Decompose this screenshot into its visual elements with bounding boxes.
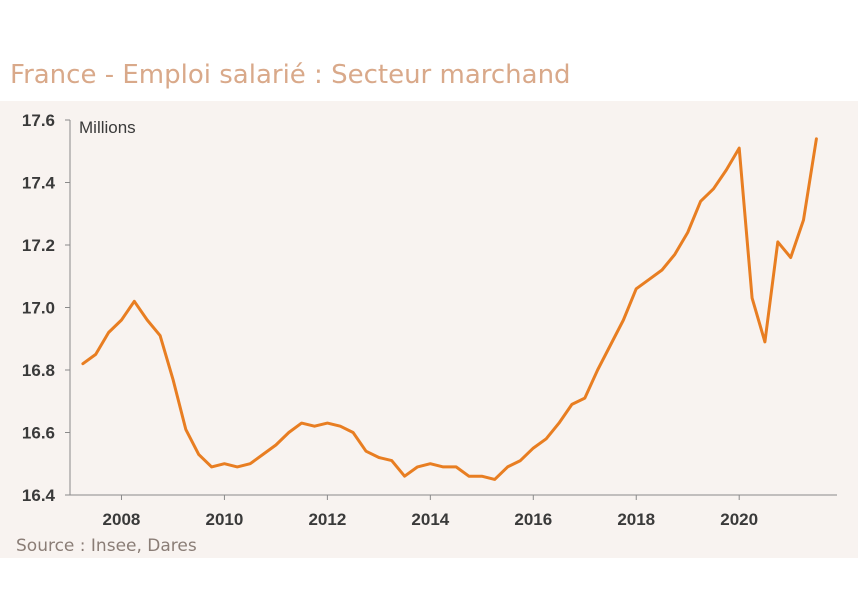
x-tick-label: 2010 — [206, 510, 244, 529]
source-note: Source : Insee, Dares — [16, 536, 197, 556]
x-tick-label: 2020 — [720, 510, 758, 529]
y-tick-label: 16.6 — [22, 424, 55, 443]
x-tick-label: 2018 — [617, 510, 655, 529]
chart-panel — [0, 101, 858, 558]
y-tick-label: 17.6 — [22, 111, 55, 130]
y-tick-label: 17.4 — [22, 174, 56, 193]
x-axis: 2008 2010 2012 2014 2016 2018 2020 — [70, 494, 837, 529]
y-tick-label: 17.0 — [22, 299, 55, 318]
x-tick-label: 2014 — [411, 510, 449, 529]
y-axis-label: Millions — [79, 118, 136, 137]
x-tick-label: 2016 — [514, 510, 552, 529]
series-line — [81, 137, 818, 481]
y-tick-label: 17.2 — [22, 236, 55, 255]
x-tick-label: 2008 — [103, 510, 141, 529]
y-tick-label: 16.4 — [22, 486, 56, 505]
chart-title: France - Emploi salarié : Secteur marcha… — [10, 60, 571, 90]
y-tick-label: 16.8 — [22, 361, 55, 380]
x-tick-label: 2012 — [308, 510, 346, 529]
y-axis: 16.4 16.6 16.8 17.0 17.2 17.4 17.6 — [22, 111, 71, 505]
